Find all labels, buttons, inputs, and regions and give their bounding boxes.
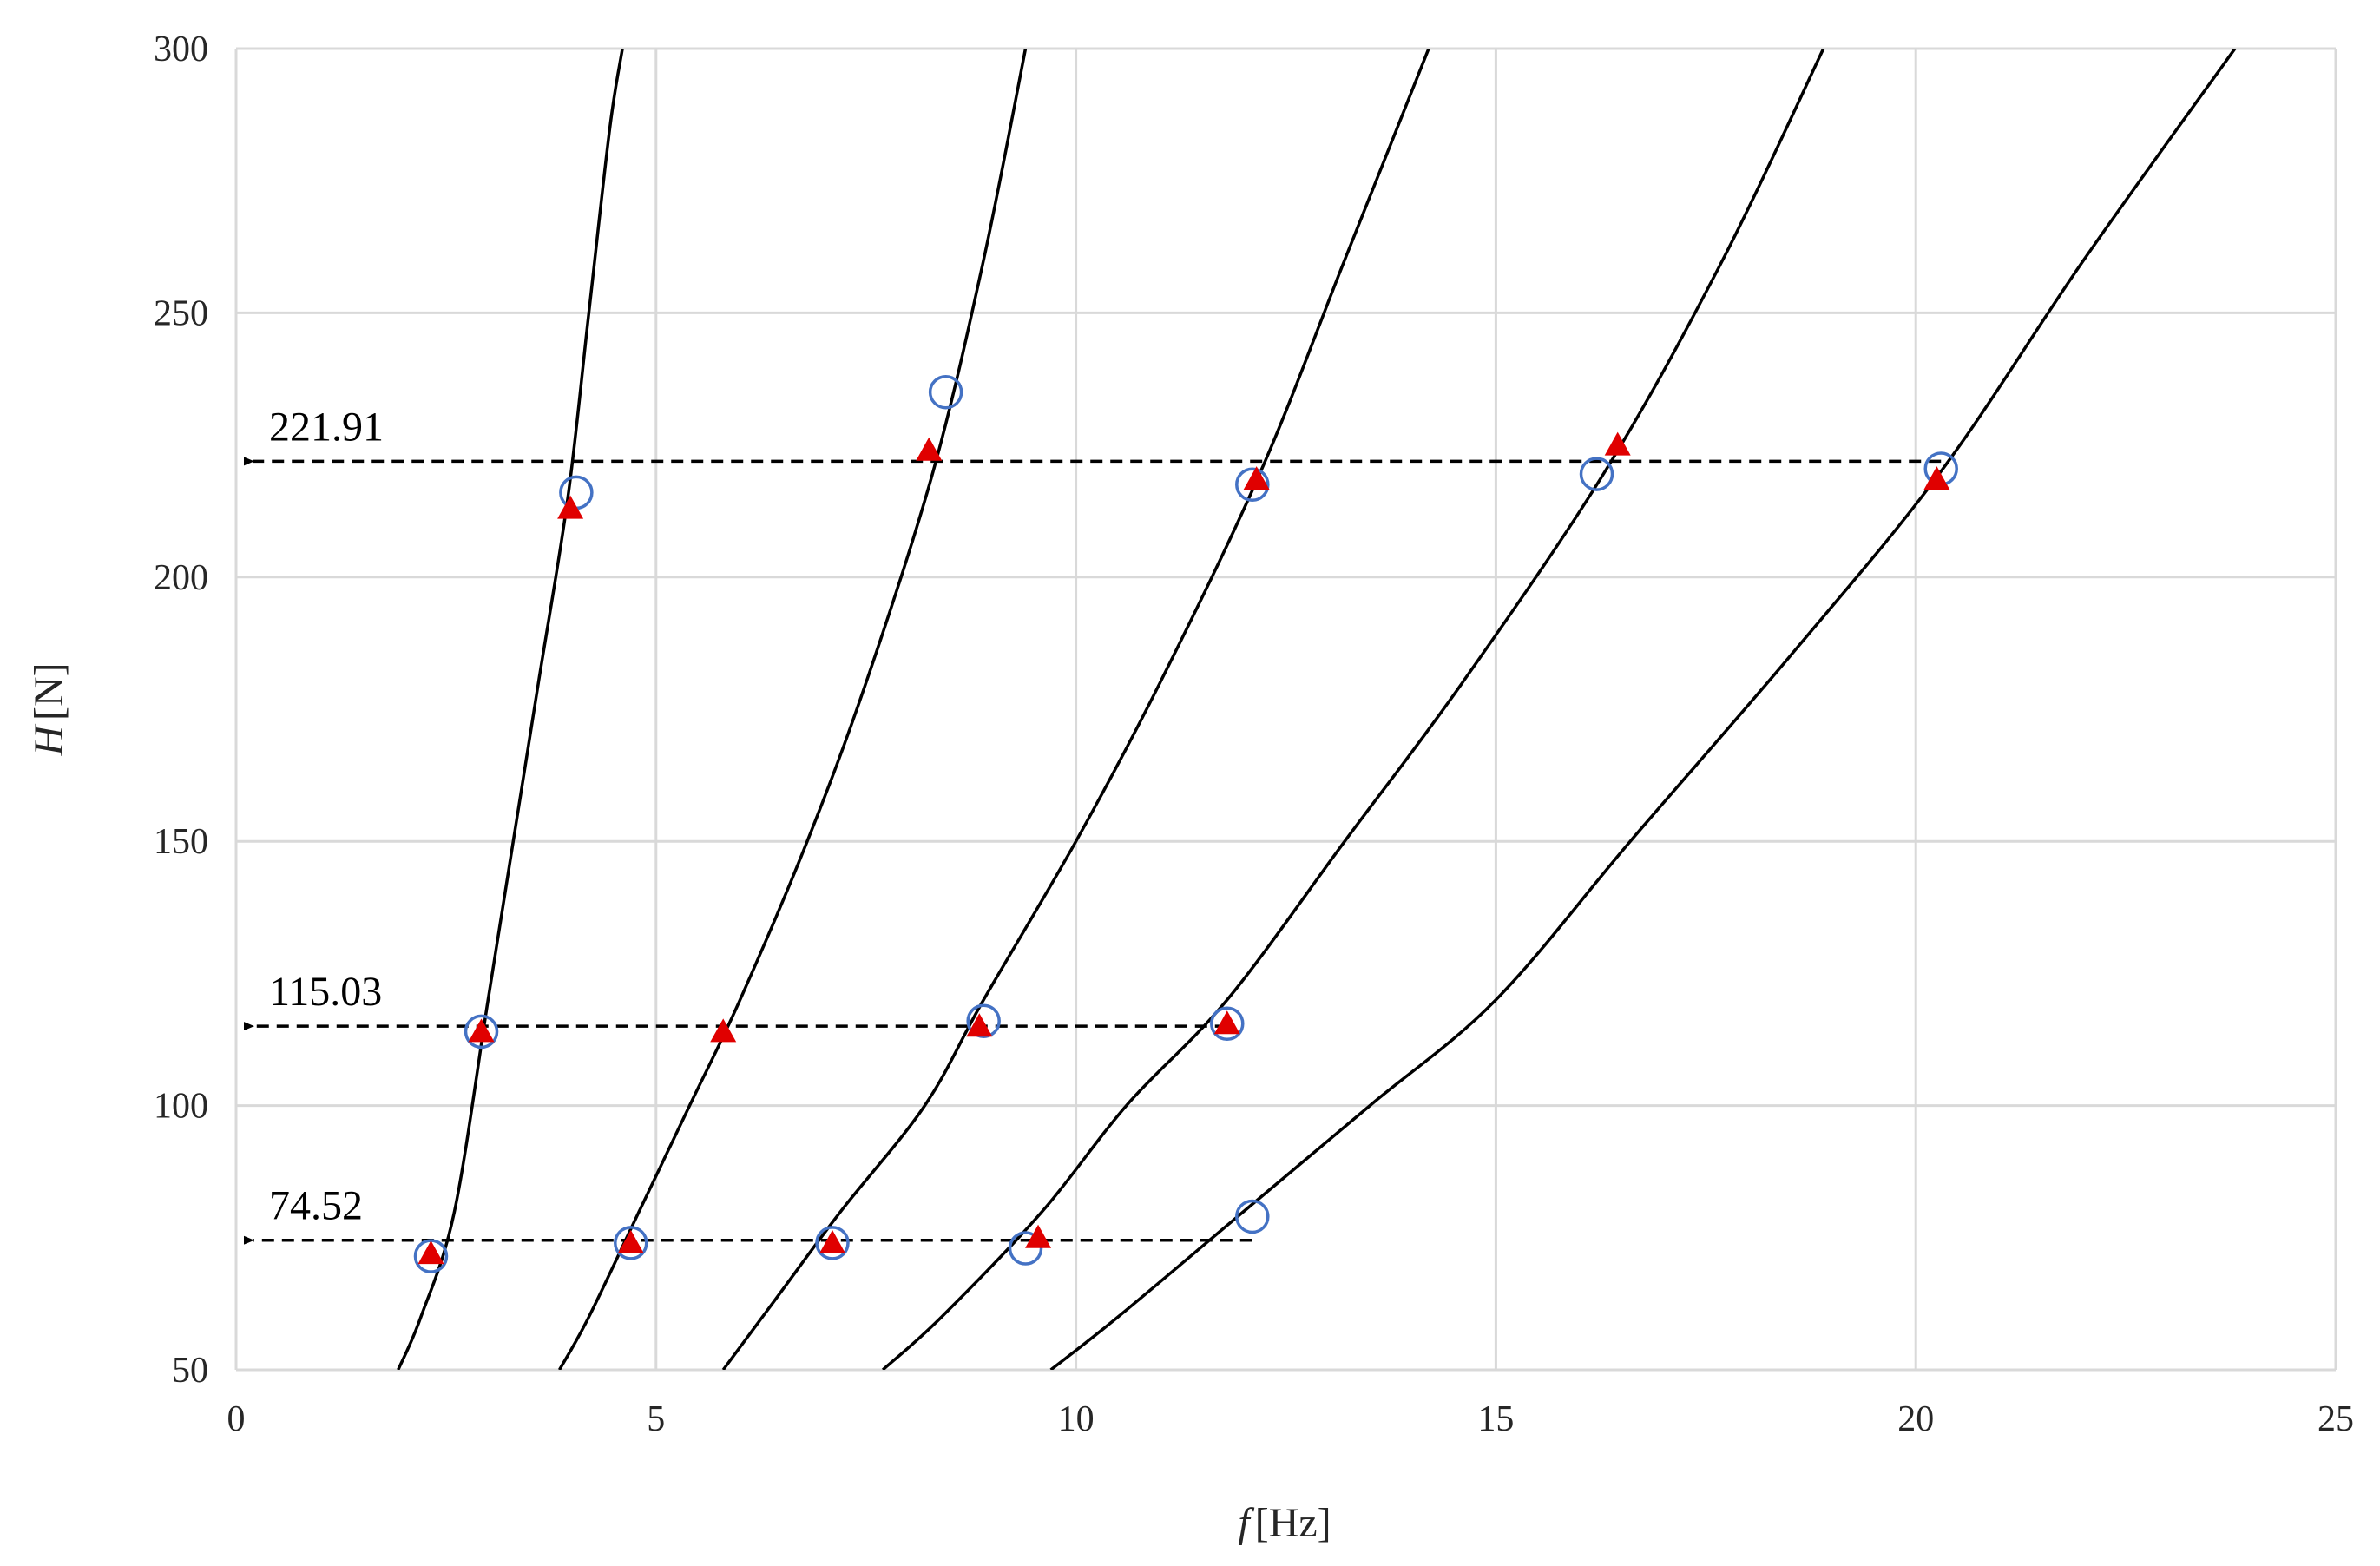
x-axis-label: f [Hz]	[1238, 1500, 1331, 1546]
x-tick-label: 20	[1897, 1399, 1934, 1439]
y-tick-label: 200	[154, 558, 208, 598]
x-tick-label: 5	[647, 1399, 665, 1439]
y-axis-label: H [N]	[26, 662, 72, 756]
y-tick-label: 100	[154, 1087, 208, 1127]
x-tick-label: 25	[2318, 1399, 2354, 1439]
grid	[234, 47, 2337, 1372]
y-tick-label: 300	[154, 30, 208, 69]
x-axis-unit: [Hz]	[1255, 1500, 1331, 1546]
circle-point	[614, 1226, 648, 1260]
reference-line-label: 74.52	[269, 1183, 363, 1229]
circle-point	[815, 1226, 850, 1260]
x-tick-label: 15	[1477, 1399, 1514, 1439]
triangle-point	[468, 1018, 495, 1043]
triangle-point	[1243, 466, 1270, 490]
reference-line-label: 115.03	[269, 969, 382, 1015]
fitted-curve-4	[881, 49, 1825, 1370]
triangle-point	[710, 1018, 737, 1043]
tick-labels: 0 5 10 15 20 25 50 100 150 200 250 300	[154, 30, 2354, 1439]
reference-lines: 221.91 115.03 74.52	[244, 404, 1942, 1245]
x-axis-symbol: f	[1238, 1500, 1254, 1546]
triangle-point	[966, 1013, 993, 1037]
x-tick-label: 10	[1058, 1399, 1095, 1439]
fitted-curve-1	[397, 49, 624, 1370]
triangle-point	[1213, 1010, 1240, 1035]
circle-point	[464, 1014, 499, 1049]
y-tick-label: 250	[154, 293, 208, 333]
triangle-point	[617, 1229, 644, 1253]
triangle-point	[1604, 431, 1631, 456]
x-tick-label: 0	[227, 1399, 246, 1439]
fitted-curve-2	[557, 49, 1028, 1370]
fitted-curve-5	[1049, 49, 2237, 1370]
triangle-point	[916, 437, 943, 461]
data-points	[413, 374, 1958, 1273]
circle-point	[559, 475, 594, 510]
triangle-point	[1923, 466, 1950, 490]
circle-point	[1579, 457, 1614, 491]
circle-point	[1235, 1199, 1270, 1234]
triangle-point	[819, 1229, 845, 1253]
fitted-curve-3	[721, 49, 1430, 1370]
y-axis-unit: [N]	[26, 662, 72, 720]
triangle-point	[1025, 1224, 1052, 1248]
circle-point	[1210, 1006, 1245, 1041]
y-tick-label: 50	[172, 1351, 208, 1391]
curves	[397, 49, 2237, 1370]
circle-point	[1008, 1231, 1043, 1266]
circle-point	[928, 374, 963, 410]
reference-line-label: 221.91	[269, 404, 384, 450]
triangle-point	[557, 495, 584, 519]
y-tick-label: 150	[154, 822, 208, 862]
y-axis-symbol: H	[26, 724, 72, 757]
triangle-point	[417, 1240, 444, 1265]
circle-point	[1235, 467, 1270, 503]
